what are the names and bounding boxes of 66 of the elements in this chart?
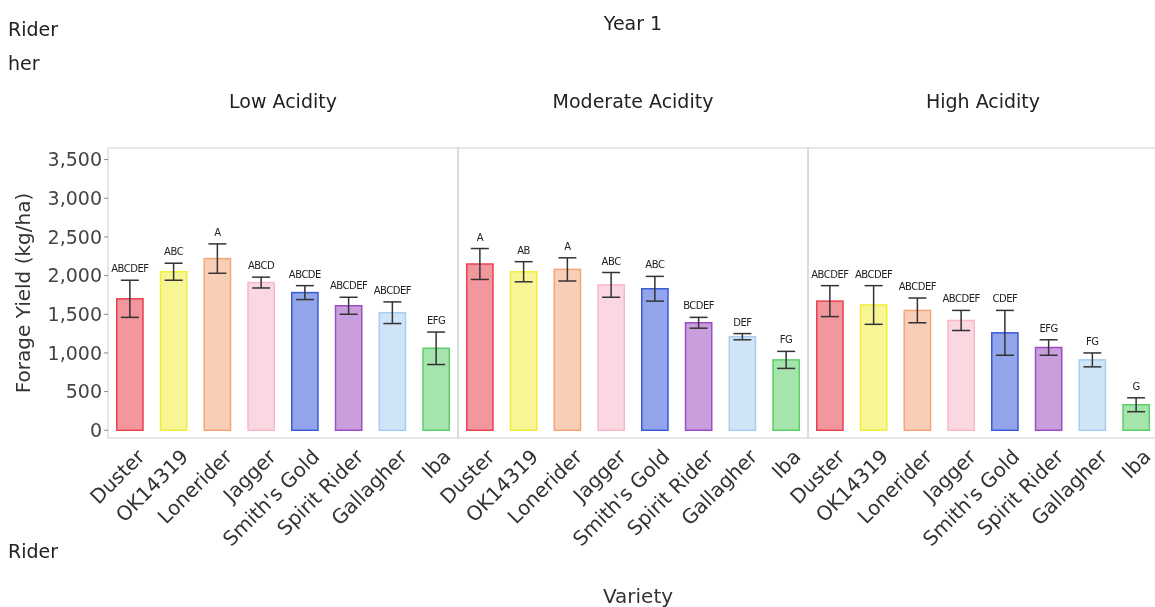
data-label: DEF bbox=[733, 316, 753, 328]
data-label: ABCDEF bbox=[942, 293, 981, 305]
y-tick-label: 2,000 bbox=[47, 264, 102, 287]
bar bbox=[378, 311, 407, 432]
data-label: A bbox=[564, 240, 572, 252]
x-tick-label: Iba bbox=[1116, 444, 1155, 484]
data-label: ABCD bbox=[248, 260, 276, 272]
data-label: A bbox=[476, 231, 484, 243]
data-label: FG bbox=[1086, 335, 1099, 347]
data-label: ABCDEF bbox=[373, 284, 412, 296]
y-axis-title: Forage Yield (kg/ha) bbox=[11, 192, 35, 394]
chart-subtitle: Moderate Acidity bbox=[552, 90, 714, 112]
data-label: ABCDEF bbox=[854, 268, 894, 280]
text: her bbox=[8, 52, 40, 74]
bar bbox=[641, 288, 669, 432]
bar bbox=[422, 347, 450, 432]
text: Rider bbox=[8, 18, 59, 40]
bar bbox=[903, 309, 932, 432]
bar bbox=[1078, 359, 1107, 432]
bar bbox=[334, 305, 363, 432]
data-label: FG bbox=[779, 334, 793, 346]
bar bbox=[597, 284, 625, 432]
bar bbox=[728, 335, 757, 432]
y-tick-label: 2,500 bbox=[47, 225, 102, 248]
bar bbox=[991, 332, 1019, 432]
bar bbox=[203, 257, 232, 432]
text: Rider bbox=[8, 540, 59, 562]
bar bbox=[291, 291, 319, 432]
bar bbox=[816, 300, 844, 432]
chart-subtitle: Low Acidity bbox=[229, 90, 337, 112]
bar bbox=[159, 270, 188, 432]
data-label: ABCDEF bbox=[329, 280, 369, 292]
data-label: ABCDEF bbox=[111, 263, 150, 275]
chart-title: Year 1 bbox=[602, 12, 663, 34]
bar bbox=[553, 268, 582, 432]
data-label: A bbox=[214, 226, 222, 238]
chart-subtitle: High Acidity bbox=[925, 90, 1041, 112]
y-tick-label: 1,500 bbox=[47, 302, 102, 325]
bar bbox=[772, 359, 800, 432]
data-label: ABCDE bbox=[288, 268, 322, 280]
data-label: ABC bbox=[164, 246, 184, 258]
bar bbox=[859, 304, 888, 432]
bar bbox=[947, 319, 975, 432]
data-label: ABC bbox=[645, 259, 665, 271]
bar bbox=[466, 263, 494, 432]
y-tick-label: 0 bbox=[89, 418, 102, 441]
bar bbox=[247, 281, 275, 432]
data-label: CDEF bbox=[992, 293, 1018, 305]
data-label: EFG bbox=[1039, 322, 1058, 334]
bar bbox=[1122, 404, 1150, 432]
data-label: G bbox=[1132, 380, 1140, 392]
y-tick-label: 500 bbox=[65, 380, 102, 403]
bar bbox=[684, 322, 713, 432]
y-tick-label: 1,000 bbox=[47, 341, 102, 364]
x-axis-title: Variety bbox=[602, 584, 674, 607]
bar bbox=[1034, 346, 1063, 432]
data-label: ABCDEF bbox=[898, 281, 937, 293]
bar bbox=[509, 270, 538, 432]
y-tick-label: 3,000 bbox=[47, 186, 102, 209]
y-tick-label: 3,500 bbox=[47, 148, 102, 171]
bar bbox=[116, 298, 144, 432]
data-label: BCDEF bbox=[683, 300, 715, 312]
data-label: AB bbox=[517, 244, 531, 256]
data-label: EFG bbox=[426, 315, 446, 327]
data-label: ABC bbox=[601, 255, 622, 267]
data-label: ABCDEF bbox=[811, 268, 850, 280]
